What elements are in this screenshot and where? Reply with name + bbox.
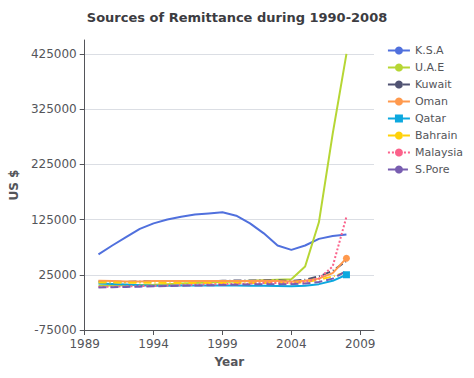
svg-text:2009: 2009 <box>345 337 376 351</box>
svg-text:Year: Year <box>213 355 244 369</box>
svg-text:1994: 1994 <box>138 337 169 351</box>
svg-text:S.Pore: S.Pore <box>415 163 450 176</box>
svg-text:1999: 1999 <box>207 337 238 351</box>
svg-text:125000: 125000 <box>31 213 77 227</box>
svg-text:Sources of Remittance during 1: Sources of Remittance during 1990-2008 <box>87 10 387 25</box>
svg-text:U.A.E: U.A.E <box>415 61 444 74</box>
svg-text:25000: 25000 <box>39 268 77 282</box>
svg-text:Oman: Oman <box>415 95 448 108</box>
svg-text:225000: 225000 <box>31 157 77 171</box>
svg-text:US $: US $ <box>7 170 21 201</box>
svg-text:325000: 325000 <box>31 102 77 116</box>
svg-text:Kuwait: Kuwait <box>415 78 452 91</box>
svg-text:Malaysia: Malaysia <box>415 146 463 159</box>
svg-text:-75000: -75000 <box>34 323 77 337</box>
svg-text:2004: 2004 <box>276 337 307 351</box>
svg-text:Qatar: Qatar <box>415 112 446 125</box>
svg-text:425000: 425000 <box>31 47 77 61</box>
svg-text:K.S.A: K.S.A <box>415 44 444 57</box>
svg-text:1989: 1989 <box>69 337 100 351</box>
svg-text:Bahrain: Bahrain <box>415 129 458 142</box>
